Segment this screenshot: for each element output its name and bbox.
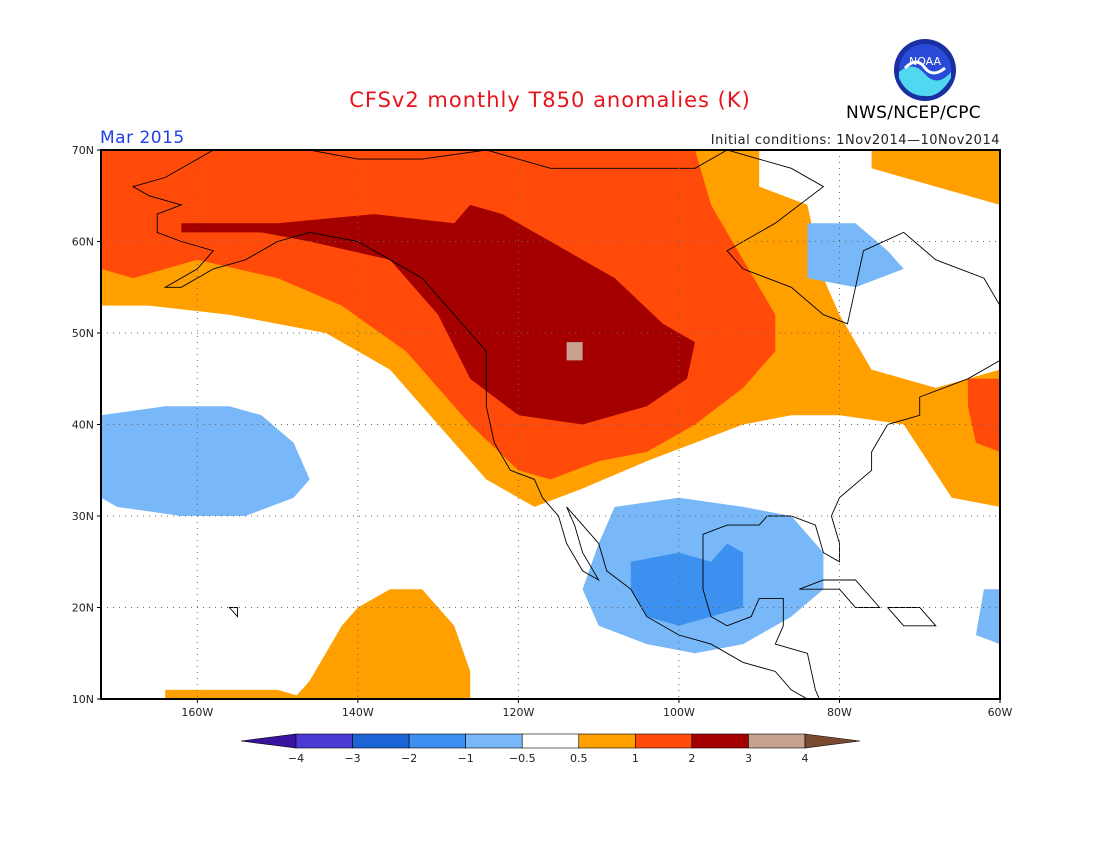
colorbar-label: 0.5 [570, 752, 588, 765]
chart-title: CFSv2 monthly T850 anomalies (K) [349, 88, 751, 112]
latitude-labels: 70N 60N 50N 40N 30N 20N 10N [72, 144, 101, 706]
colorbar-swatch [408, 733, 466, 749]
lon-tick-label: 140W [342, 706, 374, 719]
coastline-greenland-south [999, 150, 1000, 178]
colorbar-label: 3 [745, 752, 752, 765]
colorbar-label: 2 [688, 752, 695, 765]
colorbar-swatch [578, 733, 636, 749]
colorbar-label: −1 [458, 752, 474, 765]
lat-tick-label: 10N [72, 693, 94, 706]
colorbar-swatch [521, 733, 580, 749]
coastline-cuba [799, 579, 881, 608]
anomaly-region-12 [630, 543, 744, 626]
forecast-period: Mar 2015 [100, 128, 185, 148]
anomaly-region-11 [975, 589, 1000, 645]
lon-tick-label: 80W [827, 706, 852, 719]
colorbar-low-arrow [240, 733, 297, 749]
initial-conditions: Initial conditions: 1Nov2014—10Nov2014 [710, 133, 1000, 148]
colorbar-swatch [635, 733, 693, 749]
colorbar-label: 4 [802, 752, 809, 765]
colorbar-label: −4 [288, 752, 304, 765]
anomaly-shading [101, 150, 1000, 699]
lon-tick-label: 160W [181, 706, 213, 719]
longitude-labels: 160W 140W 120W 100W 80W 60W [181, 699, 1013, 719]
colorbar-label: 1 [632, 752, 639, 765]
colorbar-label: −2 [401, 752, 417, 765]
lon-tick-label: 60W [988, 706, 1013, 719]
colorbar-swatch [691, 733, 749, 749]
colorbar-swatch [352, 733, 410, 749]
colorbar-swatch [295, 733, 353, 749]
anomaly-region-1 [871, 150, 1000, 205]
logo-text: NOAA [909, 55, 942, 68]
anomaly-region-5 [967, 378, 1000, 452]
anomaly-region-3 [293, 589, 471, 699]
colorbar: −4 −3 −2 −1 −0.5 0.5 1 2 3 4 [240, 733, 861, 765]
noaa-logo-icon: NOAA [894, 39, 956, 101]
colorbar-swatch [748, 733, 806, 749]
colorbar-label: −0.5 [509, 752, 536, 765]
agency-label: NWS/NCEP/CPC [846, 103, 981, 123]
lat-tick-label: 50N [72, 327, 94, 340]
anomaly-region-6 [181, 204, 696, 425]
coastlines [131, 150, 1000, 699]
colorbar-label: −3 [344, 752, 360, 765]
lat-tick-label: 70N [72, 144, 94, 157]
coastline-hispaniola [886, 607, 937, 627]
lat-tick-label: 60N [72, 236, 94, 249]
lon-tick-label: 120W [502, 706, 534, 719]
anomaly-region-2 [165, 689, 310, 699]
anomaly-region-8 [101, 406, 310, 516]
colorbar-swatch [465, 733, 523, 749]
coastline-north-america-west [131, 150, 1000, 699]
anomaly-region-10 [807, 223, 904, 288]
lat-tick-label: 20N [72, 602, 94, 615]
lat-tick-label: 40N [72, 419, 94, 432]
lon-tick-label: 100W [663, 706, 695, 719]
anomaly-region-7 [566, 342, 583, 361]
colorbar-high-arrow [804, 733, 861, 749]
lat-tick-label: 30N [72, 510, 94, 523]
